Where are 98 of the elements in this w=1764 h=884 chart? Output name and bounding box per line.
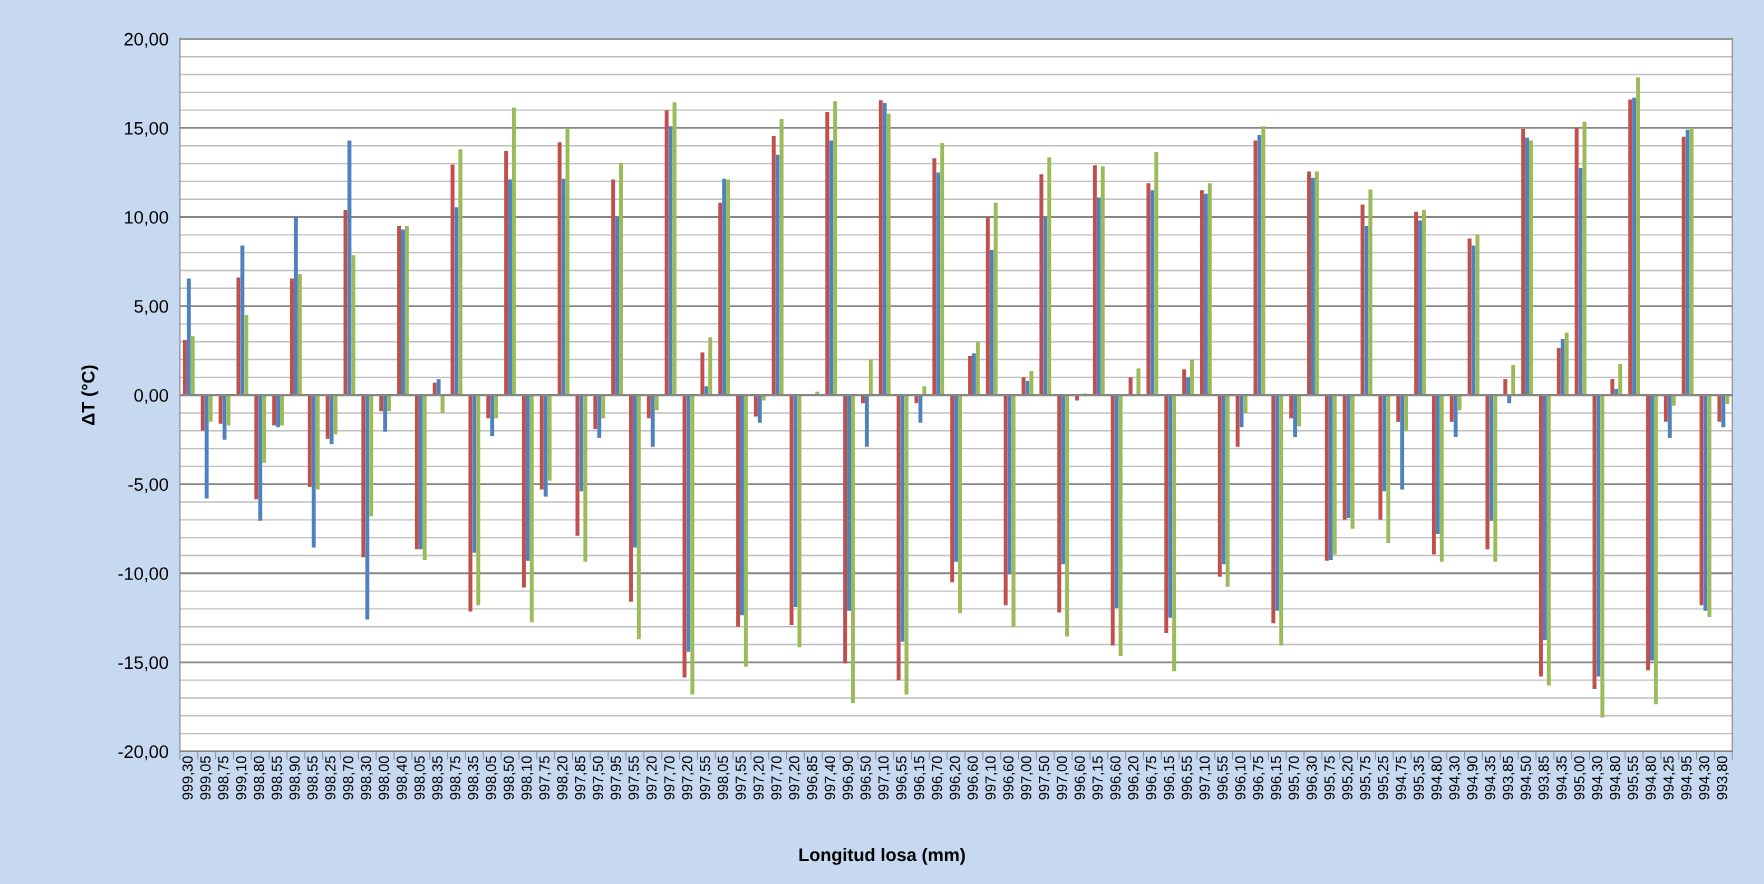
x-tick-label: 998,30	[360, 756, 373, 800]
x-tick-label: 995,00	[1574, 756, 1587, 800]
x-tick-label: 996,60	[967, 756, 980, 800]
x-tick-label: 996,50	[860, 756, 873, 800]
x-tick-label: 998,20	[557, 756, 570, 800]
x-tick-label: 994,50	[1520, 756, 1533, 800]
x-tick-label: 998,50	[503, 756, 516, 800]
x-tick-label: 998,00	[378, 756, 391, 800]
y-tick-label: -5,00	[128, 478, 169, 494]
y-tick-label: -15,00	[118, 656, 169, 672]
x-tick-label: 998,75	[450, 756, 463, 800]
x-tick-label: 994,80	[1431, 756, 1444, 800]
x-tick-label: 993,85	[1502, 756, 1515, 800]
x-tick-label: 997,20	[682, 756, 695, 800]
y-tick-label: -10,00	[118, 567, 169, 583]
x-tick-label: 998,35	[432, 756, 445, 800]
x-tick-label: 994,95	[1681, 756, 1694, 800]
x-tick-label: 999,05	[200, 756, 213, 800]
x-tick-label: 998,35	[467, 756, 480, 800]
x-axis-title: Longitud losa (mm)	[799, 847, 965, 865]
x-tick-label: 998,25	[325, 756, 338, 800]
x-tick-label: 994,90	[1467, 756, 1480, 800]
x-tick-label: 997,70	[664, 756, 677, 800]
x-tick-label: 994,35	[1484, 756, 1498, 800]
x-tick-label: 996,60	[1074, 756, 1087, 800]
x-tick-label: 996,20	[949, 756, 962, 800]
x-tick-label: 997,10	[878, 756, 891, 800]
x-tick-label: 994,25	[1663, 756, 1676, 800]
x-tick-label: 994,80	[1609, 756, 1622, 800]
x-tick-label: 994,75	[1395, 756, 1408, 800]
x-tick-label: 996,20	[1128, 756, 1141, 800]
x-tick-label: 998,75	[218, 756, 231, 800]
x-tick-label: 993,80	[1716, 756, 1729, 800]
x-tick-label: 996,55	[896, 756, 909, 800]
x-tick-label: 996,30	[1306, 756, 1319, 800]
x-tick-label: 997,10	[1199, 756, 1212, 800]
x-tick-label: 996,85	[806, 756, 819, 800]
y-tick-label: 15,00	[125, 121, 169, 137]
x-tick-label: 999,10	[235, 756, 249, 800]
y-tick-label: 10,00	[125, 210, 169, 226]
x-tick-label: 998,40	[396, 756, 409, 800]
x-tick-label: 994,30	[1592, 756, 1605, 800]
x-tick-label: 996,55	[1181, 756, 1194, 800]
x-tick-label: 994,30	[1449, 756, 1462, 800]
x-tick-label: 997,40	[824, 756, 837, 800]
x-tick-label: 993,85	[1538, 756, 1551, 800]
y-tick-label: -20,00	[118, 745, 169, 761]
x-tick-label: 998,05	[485, 756, 498, 800]
x-tick-label: 997,20	[753, 756, 766, 800]
x-tick-label: 996,55	[1217, 756, 1230, 800]
x-tick-label: 996,70	[931, 756, 944, 800]
x-tick-label: 994,80	[1645, 756, 1658, 800]
x-tick-label: 996,90	[842, 756, 855, 800]
x-tick-label: 997,50	[592, 756, 605, 800]
x-tick-label: 996,60	[1110, 756, 1123, 800]
x-tick-label: 998,55	[307, 756, 320, 800]
x-tick-label: 998,70	[343, 756, 356, 800]
x-tick-label: 999,30	[182, 756, 195, 800]
x-tick-label: 995,55	[1627, 756, 1640, 800]
x-tick-label: 997,85	[574, 756, 588, 800]
x-tick-label: 997,95	[610, 756, 623, 800]
x-tick-label: 996,60	[1003, 756, 1016, 800]
y-tick-label: 5,00	[134, 300, 169, 315]
x-tick-label: 998,90	[289, 756, 302, 800]
x-tick-label: 997,55	[735, 756, 748, 800]
x-tick-label: 997,15	[1092, 756, 1105, 800]
x-tick-label: 997,55	[628, 756, 641, 800]
x-tick-label: 995,25	[1377, 756, 1390, 800]
x-tick-label: 994,35	[1556, 756, 1569, 800]
x-tick-label: 994,30	[1699, 756, 1712, 800]
x-tick-label: 998,80	[253, 756, 266, 800]
x-tick-label: 997,20	[789, 756, 802, 800]
x-tick-label: 997,75	[539, 756, 552, 800]
x-tick-label: 997,00	[1021, 756, 1034, 800]
x-tick-label: 996,75	[1145, 756, 1158, 800]
y-tick-label: 0,00	[134, 389, 169, 404]
x-tick-label: 997,10	[985, 756, 998, 800]
x-tick-label: 995,20	[1342, 756, 1355, 800]
x-tick-label: 995,70	[1288, 756, 1301, 800]
x-tick-label: 997,20	[646, 756, 659, 800]
x-tick-label: 997,50	[1038, 756, 1051, 800]
x-tick-label: 998,05	[414, 756, 427, 800]
x-tick-label: 995,35	[1413, 756, 1426, 800]
x-tick-label: 996,15	[1163, 756, 1176, 800]
y-tick-label: 20,00	[124, 32, 169, 48]
x-tick-label: 998,10	[521, 756, 534, 800]
x-tick-label: 997,55	[699, 756, 712, 800]
x-tick-label: 995,75	[1360, 756, 1373, 800]
x-tick-label: 996,75	[1253, 756, 1266, 800]
x-tick-label: 998,55	[271, 756, 284, 800]
x-tick-label: 997,00	[1056, 756, 1069, 800]
x-tick-label: 997,70	[771, 756, 784, 800]
y-axis-title: ΔT (°C)	[81, 365, 99, 426]
x-tick-label: 996,15	[913, 756, 927, 800]
x-tick-label: 996,10	[1235, 756, 1248, 800]
x-tick-label: 998,05	[717, 756, 730, 800]
x-tick-label: 995,75	[1324, 756, 1337, 800]
x-tick-label: 996,15	[1270, 756, 1283, 800]
